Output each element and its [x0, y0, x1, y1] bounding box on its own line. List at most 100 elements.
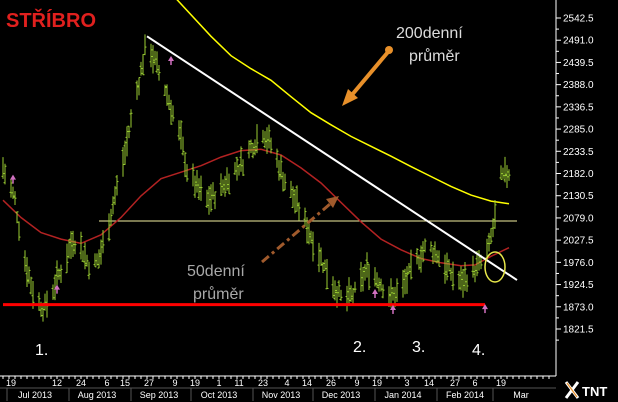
price-bar [275, 148, 279, 168]
price-bar [195, 170, 199, 193]
price-bar [349, 285, 353, 302]
price-bar [499, 165, 503, 180]
price-bar [345, 285, 349, 312]
trendline-layer [146, 35, 518, 281]
price-bar [127, 125, 131, 139]
low-label-1: 1. [35, 342, 48, 359]
y-tick-label: 2285.0 [563, 125, 594, 136]
x-day-label: 9 [172, 378, 177, 388]
price-bar [337, 280, 341, 297]
price-bar [247, 140, 251, 159]
x-day-label: 6 [472, 378, 477, 388]
ma200-arrow-shaft [349, 50, 390, 98]
price-bar [475, 251, 479, 277]
descending-trendline [146, 35, 518, 281]
price-bar [463, 262, 467, 291]
price-bar [23, 250, 27, 272]
x-day-label: 27 [144, 378, 154, 388]
price-bar [97, 249, 101, 269]
price-bar [289, 180, 293, 198]
marker-arrow [54, 284, 60, 290]
price-bar [447, 259, 451, 272]
price-bar [417, 254, 421, 270]
price-bar [121, 147, 125, 177]
y-tick-label: 2336.5 [563, 102, 594, 113]
y-axis: 2542.5 2491.0 2439.5 2388.0 2336.5 2285.0 2233… [555, 0, 594, 376]
chart-title: STŘÍBRO [6, 8, 96, 32]
x-month-label: Feb 2014 [446, 390, 484, 400]
y-tick-label: 2439.5 [563, 58, 594, 69]
x-day-label: 27 [450, 378, 460, 388]
price-bar [191, 163, 195, 187]
x-day-label: 19 [496, 378, 506, 388]
price-bar [367, 263, 371, 291]
price-bar [291, 186, 295, 208]
price-bar [11, 186, 15, 199]
x-month-label: Jul 2013 [18, 390, 52, 400]
x-day-label: 14 [302, 378, 312, 388]
price-bar [323, 259, 327, 271]
price-bar [333, 280, 337, 301]
price-bar [431, 247, 435, 265]
x-day-label: 26 [326, 378, 336, 388]
price-bar [375, 272, 379, 288]
x-month-label: Aug 2013 [78, 390, 117, 400]
price-bar [241, 159, 245, 177]
x-day-label: 3 [404, 378, 409, 388]
price-bar [57, 268, 61, 280]
price-bar [295, 185, 299, 212]
price-bar [451, 261, 455, 291]
price-bar [423, 238, 427, 253]
ma200-line [176, 0, 510, 205]
price-bar [101, 230, 105, 254]
price-bar [401, 269, 405, 298]
price-bar [239, 146, 243, 172]
price-bar [79, 231, 83, 260]
y-tick-label: 2182.0 [563, 169, 594, 180]
price-bar [377, 277, 381, 292]
x-day-label: 9 [354, 378, 359, 388]
price-bar [501, 167, 505, 179]
price-bar [123, 140, 127, 166]
price-bar [139, 61, 143, 76]
x-day-label: 1 [216, 378, 221, 388]
ma200-layer [176, 0, 510, 205]
price-bar [395, 278, 399, 302]
price-bar [85, 254, 89, 267]
price-bar [319, 247, 323, 266]
price-bar [255, 124, 259, 154]
price-bar [177, 120, 181, 141]
y-tick-label: 1924.5 [563, 280, 594, 291]
ma50-arrow-shaft [261, 202, 331, 264]
price-bar [67, 238, 71, 259]
low-label-4: 4. [472, 342, 485, 359]
price-bar [221, 179, 225, 194]
price-bar [87, 261, 91, 280]
price-bar [129, 109, 133, 128]
price-bar [55, 260, 59, 288]
price-bar [27, 266, 31, 284]
price-bar [225, 167, 229, 191]
price-bar [279, 155, 283, 180]
price-bar [261, 129, 265, 144]
x-month-label: Nov 2013 [262, 390, 301, 400]
price-bar [167, 94, 171, 110]
marker-arrow [10, 174, 16, 180]
price-bar [251, 142, 255, 159]
price-bar [353, 281, 357, 293]
price-bar [309, 230, 313, 244]
price-bar [157, 64, 161, 81]
price-bar [143, 34, 147, 56]
price-bar [249, 139, 253, 154]
x-day-label: 15 [120, 378, 130, 388]
price-bar [405, 266, 409, 294]
price-bar [211, 182, 215, 200]
price-bar [137, 77, 141, 96]
price-bar [471, 255, 475, 278]
x-day-label: 14 [424, 378, 434, 388]
price-bar [361, 266, 365, 292]
price-bar [183, 152, 187, 178]
price-bar [293, 188, 297, 214]
